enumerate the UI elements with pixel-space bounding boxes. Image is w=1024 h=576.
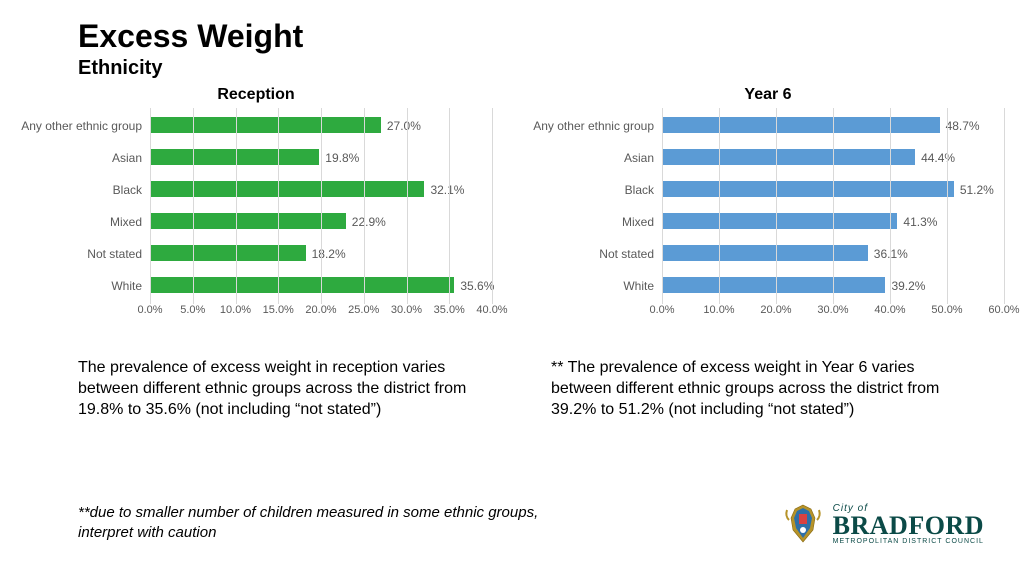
value-label: 35.6% bbox=[460, 279, 494, 293]
axis-tick: 15.0% bbox=[263, 304, 294, 316]
chart-reception: Reception Any other ethnic group 27.0% Asi… bbox=[0, 86, 512, 342]
value-label: 27.0% bbox=[387, 119, 421, 133]
bar bbox=[662, 117, 940, 133]
charts-container: Reception Any other ethnic group 27.0% Asi… bbox=[0, 86, 1024, 342]
bar bbox=[662, 277, 885, 293]
category-label: Any other ethnic group bbox=[533, 119, 654, 133]
axis-tick: 30.0% bbox=[817, 304, 848, 316]
chart-title-right: Year 6 bbox=[512, 86, 1024, 104]
category-label: Mixed bbox=[622, 215, 654, 229]
value-label: 48.7% bbox=[946, 119, 980, 133]
category-label: White bbox=[623, 279, 654, 293]
chart-title-left: Reception bbox=[0, 86, 512, 104]
axis-tick: 35.0% bbox=[434, 304, 465, 316]
category-label: Black bbox=[625, 183, 654, 197]
category-label: Asian bbox=[112, 151, 142, 165]
axis-tick: 60.0% bbox=[988, 304, 1019, 316]
bar bbox=[150, 277, 454, 293]
descriptions: The prevalence of excess weight in recep… bbox=[78, 358, 974, 420]
crest-icon bbox=[781, 502, 825, 546]
bar bbox=[662, 213, 897, 229]
category-label: Mixed bbox=[110, 215, 142, 229]
footnote: **due to smaller number of children meas… bbox=[78, 503, 578, 542]
axis-tick: 40.0% bbox=[874, 304, 905, 316]
axis-tick: 5.0% bbox=[180, 304, 205, 316]
bar bbox=[150, 181, 424, 197]
page-title: Excess Weight bbox=[78, 18, 303, 55]
category-label: Asian bbox=[624, 151, 654, 165]
value-label: 44.4% bbox=[921, 151, 955, 165]
value-label: 18.2% bbox=[312, 247, 346, 261]
value-label: 22.9% bbox=[352, 215, 386, 229]
value-label: 19.8% bbox=[325, 151, 359, 165]
bar bbox=[150, 117, 381, 133]
axis-tick: 10.0% bbox=[220, 304, 251, 316]
value-label: 39.2% bbox=[891, 279, 925, 293]
value-label: 51.2% bbox=[960, 183, 994, 197]
axis-tick: 0.0% bbox=[137, 304, 162, 316]
page-subtitle: Ethnicity bbox=[78, 57, 303, 80]
axis-tick: 20.0% bbox=[760, 304, 791, 316]
description-right: ** The prevalence of excess weight in Ye… bbox=[551, 358, 974, 420]
bar bbox=[662, 149, 915, 165]
axis-tick: 30.0% bbox=[391, 304, 422, 316]
logo-name: BRADFORD bbox=[833, 514, 984, 537]
category-label: White bbox=[111, 279, 142, 293]
axis-tick: 0.0% bbox=[649, 304, 674, 316]
category-label: Any other ethnic group bbox=[21, 119, 142, 133]
category-label: Black bbox=[113, 183, 142, 197]
chart-year6: Year 6 Any other ethnic group 48.7% Asian 4… bbox=[512, 86, 1024, 342]
bar bbox=[662, 181, 954, 197]
description-left: The prevalence of excess weight in recep… bbox=[78, 358, 501, 420]
category-label: Not stated bbox=[599, 247, 654, 261]
logo-sub: METROPOLITAN DISTRICT COUNCIL bbox=[833, 538, 984, 545]
bradford-logo: City of BRADFORD METROPOLITAN DISTRICT C… bbox=[781, 502, 984, 546]
bar bbox=[150, 245, 306, 261]
axis-tick: 25.0% bbox=[348, 304, 379, 316]
axis-tick: 40.0% bbox=[476, 304, 507, 316]
axis-tick: 20.0% bbox=[305, 304, 336, 316]
value-label: 32.1% bbox=[430, 183, 464, 197]
axis-tick: 50.0% bbox=[931, 304, 962, 316]
value-label: 41.3% bbox=[903, 215, 937, 229]
bar bbox=[662, 245, 868, 261]
category-label: Not stated bbox=[87, 247, 142, 261]
axis-tick: 10.0% bbox=[703, 304, 734, 316]
bar bbox=[150, 213, 346, 229]
